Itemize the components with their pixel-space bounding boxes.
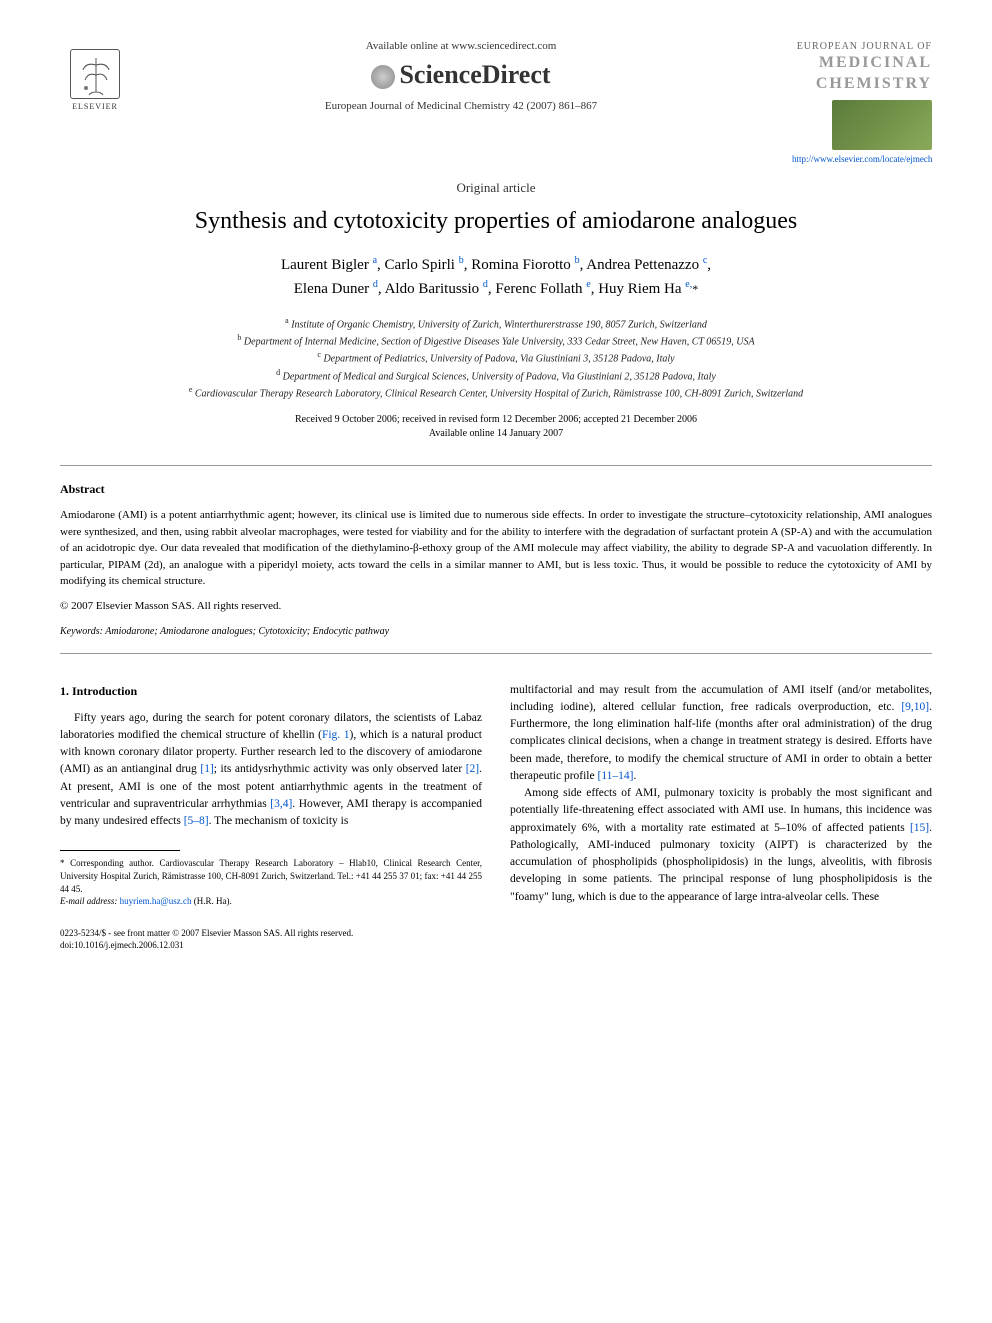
affiliations-block: a Institute of Organic Chemistry, Univer… — [60, 315, 932, 402]
ref-9-10-link[interactable]: [9,10] — [901, 701, 929, 713]
divider-bottom — [60, 653, 932, 654]
author-sep: , Huy Riem Ha — [591, 281, 686, 297]
intro-paragraph-1: Fifty years ago, during the search for p… — [60, 710, 482, 831]
front-matter-footer: 0223-5234/$ - see front matter © 2007 El… — [60, 928, 482, 951]
abstract-heading: Abstract — [60, 482, 932, 497]
ref-15-link[interactable]: [15] — [910, 822, 929, 834]
footnote-separator — [60, 850, 180, 851]
author-sep: , Ferenc Follath — [488, 281, 586, 297]
affiliation-c: c Department of Pediatrics, University o… — [60, 349, 932, 366]
keywords-label: Keywords: — [60, 626, 103, 637]
footnote-email: E-mail address: huyriem.ha@usz.ch (H.R. … — [60, 895, 482, 908]
journal-cover-line2: MEDICINAL — [792, 53, 932, 74]
article-type: Original article — [60, 180, 932, 196]
article-title: Synthesis and cytotoxicity properties of… — [60, 208, 932, 235]
intro-paragraph-2: Among side effects of AMI, pulmonary tox… — [510, 785, 932, 906]
corresponding-footnote: * Corresponding author. Cardiovascular T… — [60, 857, 482, 907]
author-5: Elena Duner — [294, 281, 373, 297]
affiliation-a: a Institute of Organic Chemistry, Univer… — [60, 315, 932, 332]
ref-1-link[interactable]: [1] — [200, 763, 213, 775]
ref-11-14-link[interactable]: [11–14] — [598, 770, 634, 782]
affiliation-e: e Cardiovascular Therapy Research Labora… — [60, 384, 932, 401]
email-link[interactable]: huyriem.ha@usz.ch — [120, 896, 192, 906]
intro-heading: 1. Introduction — [60, 682, 482, 700]
author-1: Laurent Bigler — [281, 257, 373, 273]
divider-top — [60, 465, 932, 466]
dates-online: Available online 14 January 2007 — [60, 427, 932, 441]
doi-line: doi:10.1016/j.ejmech.2006.12.031 — [60, 940, 482, 952]
available-online-text: Available online at www.sciencedirect.co… — [130, 40, 792, 52]
journal-cover-line3: CHEMISTRY — [792, 74, 932, 95]
journal-cover-line1: EUROPEAN JOURNAL OF — [792, 40, 932, 53]
corresponding-marker: * — [692, 282, 698, 296]
elsevier-text: ELSEVIER — [72, 102, 118, 111]
journal-cover-image — [832, 100, 932, 150]
abstract-text: Amiodarone (AMI) is a potent antiarrhyth… — [60, 507, 932, 590]
author-sep: , Carlo Spirli — [377, 257, 459, 273]
fig-1-link[interactable]: Fig. 1 — [322, 729, 350, 741]
affiliation-d: d Department of Medical and Surgical Sci… — [60, 367, 932, 384]
author-sep: , Andrea Pettenazzo — [580, 257, 703, 273]
footnote-corr-text: * Corresponding author. Cardiovascular T… — [60, 857, 482, 895]
page-header: ELSEVIER Available online at www.science… — [60, 40, 932, 164]
journal-cover-title: EUROPEAN JOURNAL OF MEDICINAL CHEMISTRY — [792, 40, 932, 95]
keywords-text: Amiodarone; Amiodarone analogues; Cytoto… — [103, 626, 389, 637]
author-sep: , — [707, 257, 711, 273]
abstract-copyright: © 2007 Elsevier Masson SAS. All rights r… — [60, 600, 932, 612]
keywords-line: Keywords: Amiodarone; Amiodarone analogu… — [60, 626, 932, 637]
intro-paragraph-1-cont: multifactorial and may result from the a… — [510, 682, 932, 786]
ref-5-8-link[interactable]: [5–8] — [184, 815, 209, 827]
ref-2-link[interactable]: [2] — [466, 763, 479, 775]
authors-block: Laurent Bigler a, Carlo Spirli b, Romina… — [60, 253, 932, 301]
column-right: multifactorial and may result from the a… — [510, 682, 932, 952]
sciencedirect-icon — [371, 65, 395, 89]
journal-cover-block: EUROPEAN JOURNAL OF MEDICINAL CHEMISTRY … — [792, 40, 932, 164]
issn-copyright: 0223-5234/$ - see front matter © 2007 El… — [60, 928, 482, 940]
author-sep: , Romina Fiorotto — [464, 257, 575, 273]
email-label: E-mail address: — [60, 896, 117, 906]
body-columns: 1. Introduction Fifty years ago, during … — [60, 682, 932, 952]
affiliation-b: b Department of Internal Medicine, Secti… — [60, 332, 932, 349]
header-center: Available online at www.sciencedirect.co… — [130, 40, 792, 112]
column-left: 1. Introduction Fifty years ago, during … — [60, 682, 482, 952]
sciencedirect-logo: ScienceDirect — [130, 60, 792, 90]
elsevier-tree-icon — [70, 49, 120, 99]
elsevier-logo: ELSEVIER — [60, 40, 130, 120]
ref-3-4-link[interactable]: [3,4] — [270, 798, 292, 810]
sciencedirect-text: ScienceDirect — [399, 60, 550, 89]
email-paren: (H.R. Ha). — [191, 896, 231, 906]
journal-homepage-link[interactable]: http://www.elsevier.com/locate/ejmech — [792, 154, 932, 164]
dates-received: Received 9 October 2006; received in rev… — [60, 413, 932, 427]
article-dates: Received 9 October 2006; received in rev… — [60, 413, 932, 441]
author-sep: , Aldo Baritussio — [378, 281, 483, 297]
journal-reference: European Journal of Medicinal Chemistry … — [130, 100, 792, 112]
